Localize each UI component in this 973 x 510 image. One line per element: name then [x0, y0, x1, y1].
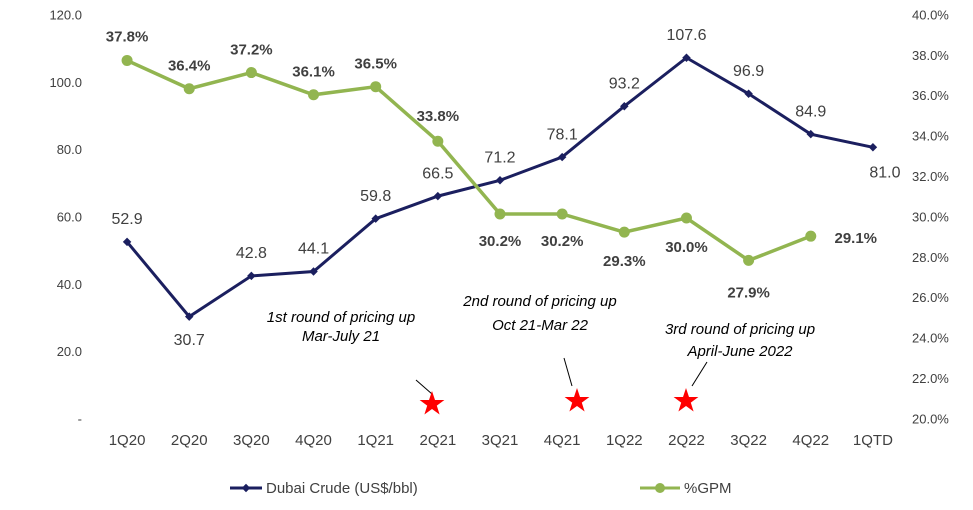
- y-tick-label: 40.0: [57, 277, 82, 292]
- y2-tick-label: 30.0%: [912, 209, 949, 224]
- y2-tick-label: 34.0%: [912, 129, 949, 144]
- arrow: [415, 379, 433, 395]
- annotation-arrows: [415, 357, 708, 395]
- data-label: 29.1%: [834, 230, 877, 247]
- data-label: 37.8%: [106, 28, 149, 45]
- y-tick-label: 120.0: [49, 7, 82, 22]
- series-line: [125, 55, 874, 319]
- x-tick-label: 3Q20: [233, 432, 270, 449]
- y-tick-label: 100.0: [49, 75, 82, 90]
- annotation: 2nd round of pricing up: [462, 293, 616, 310]
- point: [868, 143, 878, 152]
- annotation: 1st round of pricing up: [267, 309, 415, 326]
- star: [564, 388, 590, 412]
- data-label: 96.9: [733, 63, 764, 80]
- point: [494, 208, 506, 220]
- star: [419, 391, 445, 415]
- data-label: 71.2: [484, 150, 515, 167]
- data-label: 42.8: [236, 245, 267, 262]
- x-tick-label: 1Q20: [109, 432, 146, 449]
- annotation: Oct 21-Mar 22: [492, 317, 589, 334]
- point: [247, 271, 256, 281]
- y2-tick-label: 26.0%: [912, 290, 949, 305]
- data-label: 59.8: [360, 188, 391, 205]
- point: [433, 191, 443, 201]
- point: [184, 312, 194, 321]
- data-label: 81.0: [869, 165, 900, 182]
- y2-tick-label: 38.0%: [912, 48, 949, 63]
- data-label: 36.1%: [292, 64, 335, 81]
- legend-label: Dubai Crude (US$/bbl): [266, 480, 418, 497]
- legend-marker: [655, 483, 665, 493]
- series-line: [126, 58, 812, 263]
- data-label: 27.9%: [727, 284, 770, 301]
- x-tick-label: 4Q20: [295, 432, 332, 449]
- data-label: 52.9: [112, 211, 143, 228]
- point: [183, 83, 195, 95]
- data-label: 93.2: [609, 75, 640, 92]
- data-label: 36.5%: [354, 56, 397, 73]
- y2-tick-label: 20.0%: [912, 411, 949, 426]
- y2-tick-label: 32.0%: [912, 169, 949, 184]
- legend-label: %GPM: [684, 480, 732, 497]
- point: [308, 89, 320, 101]
- x-tick-label: 3Q22: [730, 432, 767, 449]
- data-label: 30.0%: [665, 239, 708, 256]
- point: [122, 237, 132, 247]
- annotation: Mar-July 21: [302, 328, 380, 345]
- data-label: 107.6: [666, 27, 706, 44]
- data-label: 30.2%: [541, 233, 584, 250]
- data-label: 29.3%: [603, 253, 646, 270]
- x-tick-label: 2Q20: [171, 432, 208, 449]
- x-tick-label: 3Q21: [482, 432, 519, 449]
- arrow: [563, 357, 573, 387]
- data-label: 66.5: [422, 165, 453, 182]
- point: [432, 135, 444, 147]
- stars: [419, 388, 699, 415]
- x-tick-label: 4Q21: [544, 432, 581, 449]
- y2-tick-label: 36.0%: [912, 88, 949, 103]
- annotation: 3rd round of pricing up: [665, 321, 815, 338]
- x-tick-label: 4Q22: [792, 432, 829, 449]
- point: [371, 214, 380, 223]
- y-tick-label: 80.0: [57, 142, 82, 157]
- data-label: 84.9: [795, 103, 826, 120]
- star: [673, 388, 699, 412]
- x-tick-label: 1Q21: [357, 432, 394, 449]
- data-label: 30.7: [174, 332, 205, 349]
- data-label: 33.8%: [417, 108, 460, 125]
- annotation: April-June 2022: [686, 343, 793, 360]
- x-tick-label: 2Q22: [668, 432, 705, 449]
- point: [680, 212, 692, 224]
- arrow: [691, 361, 708, 387]
- point: [805, 230, 817, 242]
- point: [370, 81, 382, 93]
- y-tick-label: -: [78, 411, 82, 426]
- point: [618, 226, 630, 238]
- y2-tick-label: 40.0%: [912, 7, 949, 22]
- point: [495, 176, 505, 185]
- point: [245, 67, 257, 79]
- y2-tick-label: 24.0%: [912, 331, 949, 346]
- point: [743, 254, 755, 266]
- data-label: 30.2%: [479, 233, 522, 250]
- x-tick-label: 2Q21: [419, 432, 456, 449]
- x-tick-label: 1QTD: [853, 432, 893, 449]
- point: [121, 54, 133, 66]
- data-label: 36.4%: [168, 58, 211, 75]
- y-tick-label: 60.0: [57, 209, 82, 224]
- y2-tick-label: 22.0%: [912, 371, 949, 386]
- data-label: 37.2%: [230, 42, 273, 59]
- legend-marker: [241, 483, 251, 493]
- data-label: 78.1: [547, 126, 578, 143]
- y-tick-label: 20.0: [57, 344, 82, 359]
- x-tick-label: 1Q22: [606, 432, 643, 449]
- y2-tick-label: 28.0%: [912, 250, 949, 265]
- data-label: 44.1: [298, 241, 329, 258]
- point: [556, 208, 568, 220]
- point: [309, 267, 318, 276]
